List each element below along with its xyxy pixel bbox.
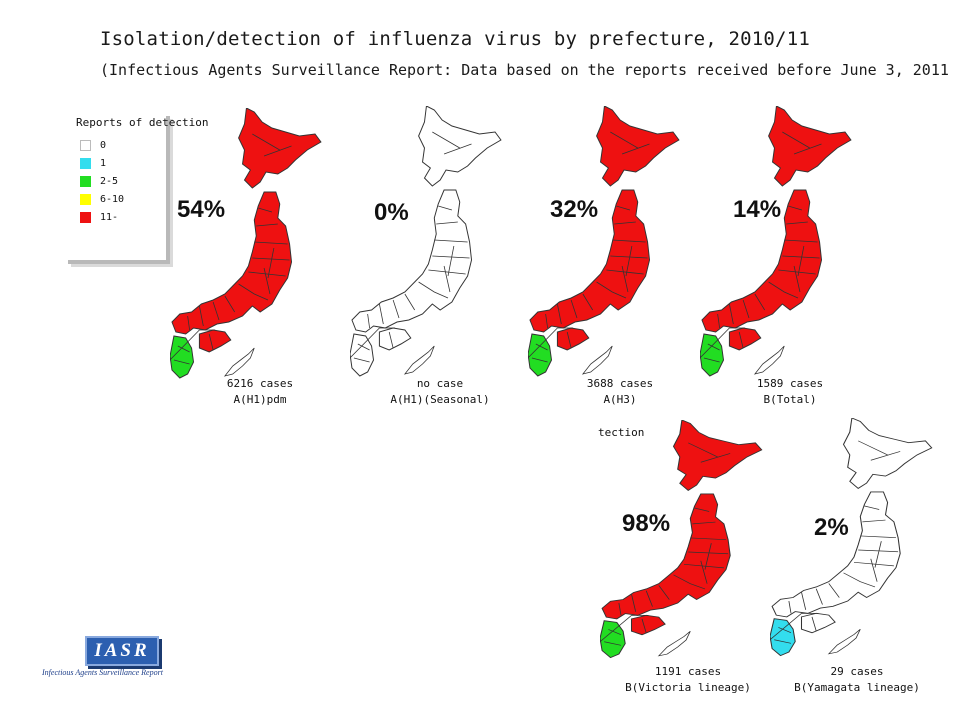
map-panel-b-yamagata bbox=[769, 417, 938, 664]
map-panel-b-victoria bbox=[599, 419, 768, 666]
legend-item: 11- bbox=[80, 211, 118, 224]
shikoku-region bbox=[556, 327, 590, 351]
hokkaido-region bbox=[418, 105, 502, 187]
case-count: 6216 cases bbox=[226, 377, 294, 390]
shikoku-region bbox=[198, 329, 232, 353]
legend-swatch bbox=[80, 212, 91, 223]
virus-subtype: A(H1)pdm bbox=[233, 393, 287, 406]
hokkaido-region bbox=[596, 105, 680, 187]
kyushu-region bbox=[527, 333, 553, 377]
japan-map bbox=[599, 419, 763, 659]
virus-subtype: B(Victoria lineage) bbox=[625, 681, 751, 694]
logo-text: IASR bbox=[94, 640, 150, 661]
honshu-region bbox=[351, 189, 473, 333]
kyushu-region bbox=[769, 618, 796, 657]
caption-h3: 3688 cases A(H3) bbox=[565, 376, 675, 408]
kyushu-region bbox=[599, 620, 626, 659]
iasr-logo: IASR bbox=[85, 636, 159, 666]
japan-map bbox=[169, 107, 322, 379]
map-panel-h3 bbox=[527, 105, 685, 385]
page-title: Isolation/detection of influenza virus b… bbox=[100, 28, 810, 50]
caption-h1-seasonal: no case A(H1)(Seasonal) bbox=[380, 376, 500, 408]
legend-swatch bbox=[80, 158, 91, 169]
kyushu-region bbox=[349, 333, 375, 377]
legend-label: 2-5 bbox=[100, 176, 119, 187]
case-count: 3688 cases bbox=[586, 377, 654, 390]
logo-caption: Infectious Agents Surveillance Report bbox=[42, 668, 163, 677]
legend-label: 11- bbox=[100, 212, 119, 223]
legend-label: 0 bbox=[100, 140, 107, 151]
hokkaido-region bbox=[672, 419, 763, 491]
map-panel-b-total bbox=[699, 105, 857, 385]
legend-item: 6-10 bbox=[80, 193, 124, 206]
map-panel-h1-seasonal bbox=[349, 105, 507, 385]
kyushu-region bbox=[169, 335, 195, 379]
percent-label-b-yamagata: 2% bbox=[814, 514, 849, 541]
legend-item: 2-5 bbox=[80, 175, 118, 188]
shikoku-region bbox=[378, 327, 412, 351]
caption-b-total: 1589 cases B(Total) bbox=[735, 376, 845, 408]
japan-map bbox=[769, 417, 933, 657]
hokkaido-region bbox=[768, 105, 852, 187]
caption-h1pdm: 6216 cases A(H1)pdm bbox=[205, 376, 315, 408]
case-count: 1589 cases bbox=[756, 377, 824, 390]
shikoku-region bbox=[728, 327, 762, 351]
caption-b-yamagata: 29 cases B(Yamagata lineage) bbox=[782, 664, 932, 696]
map-panel-h1pdm bbox=[169, 107, 327, 387]
virus-subtype: A(H1)(Seasonal) bbox=[390, 393, 490, 406]
legend-swatch bbox=[80, 194, 91, 205]
legend-swatch bbox=[80, 176, 91, 187]
japan-map bbox=[349, 105, 502, 377]
case-count: no case bbox=[416, 377, 464, 390]
legend-swatch bbox=[80, 140, 91, 151]
kyushu-region bbox=[699, 333, 725, 377]
percent-label-b-total: 14% bbox=[733, 196, 782, 223]
legend-label: 1 bbox=[100, 158, 107, 169]
stray-text-fragment: tection bbox=[598, 426, 645, 439]
percent-label-h3: 32% bbox=[550, 196, 599, 223]
percent-label-h1-seasonal: 0% bbox=[374, 199, 409, 226]
case-count: 1191 cases bbox=[654, 665, 722, 678]
legend-title: Reports of detection bbox=[76, 116, 209, 129]
shikoku-region bbox=[800, 612, 836, 634]
japan-map bbox=[527, 105, 680, 377]
caption-b-victoria: 1191 cases B(Victoria lineage) bbox=[618, 664, 758, 696]
hokkaido-region bbox=[842, 417, 933, 489]
japan-map bbox=[699, 105, 852, 377]
page-subtitle: (Infectious Agents Surveillance Report: … bbox=[100, 61, 949, 79]
percent-label-b-victoria: 98% bbox=[622, 510, 671, 537]
virus-subtype: B(Yamagata lineage) bbox=[794, 681, 920, 694]
shikoku-region bbox=[630, 614, 666, 636]
legend: Reports of detection 0 1 2-5 6-10 11- bbox=[64, 112, 208, 260]
honshu-region bbox=[771, 491, 901, 618]
legend-item: 1 bbox=[80, 157, 106, 170]
percent-label-h1pdm: 54% bbox=[177, 196, 226, 223]
legend-item: 0 bbox=[80, 139, 106, 152]
legend-label: 6-10 bbox=[100, 194, 125, 205]
virus-subtype: B(Total) bbox=[763, 393, 817, 406]
virus-subtype: A(H3) bbox=[603, 393, 637, 406]
hokkaido-region bbox=[238, 107, 322, 189]
case-count: 29 cases bbox=[830, 665, 884, 678]
